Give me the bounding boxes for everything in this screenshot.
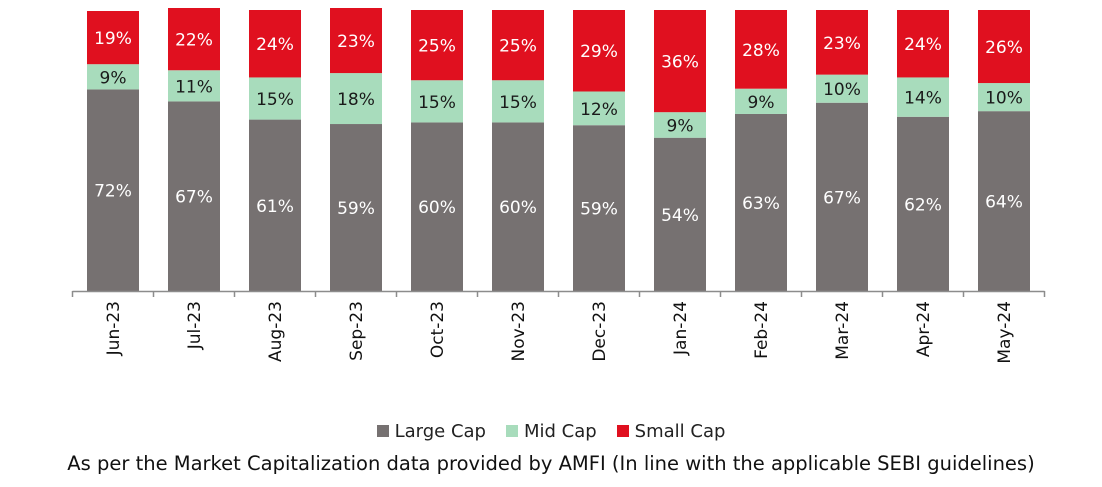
data-label: 10% <box>823 80 861 100</box>
data-label: 9% <box>667 116 694 136</box>
bar-small-cap-sep-23 <box>330 8 382 74</box>
legend-item-small-cap: Small Cap <box>616 420 726 442</box>
x-tick-label: Oct-23 <box>428 301 448 358</box>
bar-mid-cap-dec-23 <box>573 91 625 126</box>
data-label: 23% <box>823 34 861 54</box>
bar-large-cap-aug-23 <box>249 119 301 291</box>
data-label: 29% <box>580 42 618 62</box>
bar-large-cap-oct-23 <box>411 122 463 292</box>
data-label: 15% <box>256 90 294 110</box>
x-axis: Jun-23 Jul-23 Aug-23 Sep-23 Oct-23 Nov-23 Dec-… <box>71 290 1046 364</box>
data-label: 25% <box>418 37 456 57</box>
legend-label: Mid Cap <box>523 420 597 442</box>
data-label: 67% <box>175 188 213 208</box>
legend-item-large-cap: Large Cap <box>376 420 486 442</box>
bar-mid-cap-apr-24 <box>897 77 949 117</box>
legend-item-mid-cap: Mid Cap <box>505 420 597 442</box>
x-tick-label: Dec-23 <box>590 301 610 362</box>
data-label: 9% <box>100 68 127 88</box>
bar-large-cap-jun-23 <box>87 89 139 292</box>
stacked-bar-chart: Jun-23 Jul-23 Aug-23 Sep-23 Oct-23 Nov-23 Dec-… <box>71 8 1046 364</box>
bar-large-cap-dec-23 <box>573 125 625 292</box>
data-label: 11% <box>175 77 213 97</box>
bar-large-cap-feb-24 <box>735 113 787 291</box>
bar-large-cap-jan-24 <box>654 137 706 291</box>
x-tick-label: Aug-23 <box>266 301 286 362</box>
data-label: 18% <box>337 90 375 110</box>
data-label: 61% <box>256 197 294 217</box>
bar-mid-cap-jul-23 <box>168 70 220 102</box>
bar-large-cap-jul-23 <box>168 101 220 291</box>
bar-mid-cap-jun-23 <box>87 64 139 90</box>
bar-small-cap-feb-24 <box>735 10 787 89</box>
bar-mid-cap-sep-23 <box>330 73 382 125</box>
x-tick-label: Mar-24 <box>833 301 853 360</box>
legend-label: Large Cap <box>394 420 486 442</box>
data-label: 59% <box>337 199 375 219</box>
bar-small-cap-aug-23 <box>249 10 301 78</box>
bar-small-cap-jan-24 <box>654 10 706 113</box>
legend-label: Small Cap <box>634 420 726 442</box>
data-label: 60% <box>418 198 456 218</box>
data-label: 25% <box>499 37 537 57</box>
bar-small-cap-jun-23 <box>87 11 139 65</box>
x-tick-label: Jun-23 <box>104 301 124 356</box>
bar-large-cap-may-24 <box>978 111 1030 291</box>
data-label: 19% <box>94 29 132 49</box>
data-label: 22% <box>175 31 213 51</box>
bar-mid-cap-oct-23 <box>411 80 463 123</box>
data-label: 9% <box>748 93 775 113</box>
legend-swatch <box>376 425 389 437</box>
data-label: 67% <box>823 188 861 208</box>
bar-small-cap-oct-23 <box>411 10 463 81</box>
chart-legend: Large Cap Mid Cap Small Cap <box>0 419 1102 443</box>
bar-mid-cap-aug-23 <box>249 77 301 120</box>
x-tick-label: Nov-23 <box>509 301 529 362</box>
bar-small-cap-nov-23 <box>492 10 544 81</box>
data-labels: 72% 9% 19% 67% 11% 22% 61% 15% 24% 59% 18% 23% 60% 15… <box>94 29 1023 226</box>
data-label: 54% <box>661 206 699 226</box>
data-label: 59% <box>580 200 618 220</box>
data-label: 60% <box>499 198 537 218</box>
data-label: 23% <box>337 32 375 52</box>
data-label: 10% <box>985 89 1023 109</box>
bar-mid-cap-mar-24 <box>816 74 868 103</box>
footnote: As per the Market Capitalization data pr… <box>67 452 1035 475</box>
data-label: 26% <box>985 38 1023 58</box>
data-label: 62% <box>904 195 942 215</box>
data-label: 72% <box>94 182 132 202</box>
data-label: 14% <box>904 89 942 109</box>
bar-mid-cap-jan-24 <box>654 112 706 138</box>
data-label: 64% <box>985 193 1023 213</box>
bar-small-cap-may-24 <box>978 10 1030 84</box>
data-label: 63% <box>742 194 780 214</box>
x-tick-label: Sep-23 <box>347 301 367 361</box>
bar-small-cap-apr-24 <box>897 10 949 78</box>
bar-large-cap-mar-24 <box>816 102 868 291</box>
x-tick-label: Jul-23 <box>185 301 205 350</box>
data-label: 15% <box>499 93 537 113</box>
x-tick-label: May-24 <box>995 301 1015 364</box>
x-tick-label: Apr-24 <box>914 301 934 357</box>
bar-large-cap-apr-24 <box>897 116 949 291</box>
bar-mid-cap-may-24 <box>978 83 1030 112</box>
data-label: 12% <box>580 100 618 120</box>
legend-swatch <box>616 425 629 437</box>
data-label: 36% <box>661 53 699 73</box>
bar-large-cap-sep-23 <box>330 124 382 291</box>
data-label: 24% <box>256 35 294 55</box>
bar-mid-cap-nov-23 <box>492 80 544 123</box>
x-tick-label: Feb-24 <box>752 301 772 359</box>
bar-small-cap-jul-23 <box>168 8 220 71</box>
data-label: 28% <box>742 41 780 61</box>
legend-swatch <box>505 425 518 437</box>
bar-small-cap-dec-23 <box>573 10 625 92</box>
bar-small-cap-mar-24 <box>816 10 868 75</box>
data-label: 15% <box>418 93 456 113</box>
data-label: 24% <box>904 35 942 55</box>
bar-mid-cap-feb-24 <box>735 88 787 114</box>
bars-layer <box>87 8 1030 292</box>
x-tick-label: Jan-24 <box>671 301 691 356</box>
bar-large-cap-nov-23 <box>492 122 544 292</box>
